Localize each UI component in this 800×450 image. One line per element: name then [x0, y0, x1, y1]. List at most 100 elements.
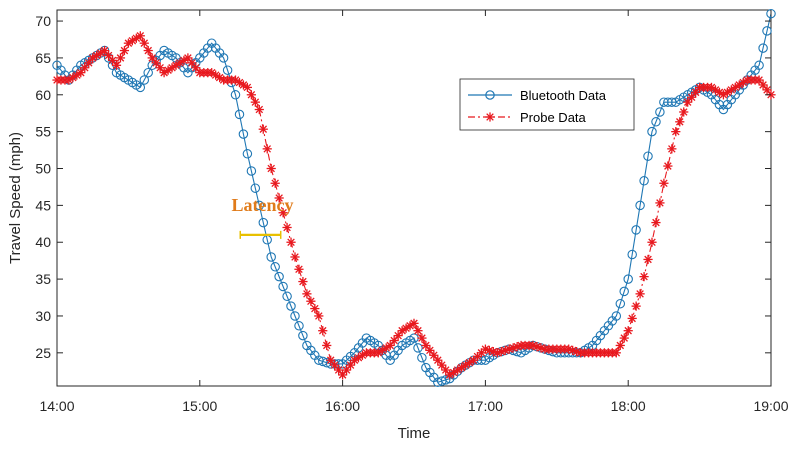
legend-probe-asterisk — [485, 112, 495, 122]
bluetooth-data-point — [417, 352, 427, 363]
y-tick-label: 65 — [35, 50, 51, 66]
x-tick-label: 14:00 — [39, 398, 74, 414]
bluetooth-data-point — [754, 60, 764, 71]
probe-data-point — [318, 326, 328, 336]
probe-data-point — [298, 276, 308, 287]
probe-data-point — [215, 72, 225, 83]
x-tick-label: 15:00 — [182, 398, 217, 414]
probe-data-point — [147, 53, 157, 63]
bluetooth-data-point — [270, 262, 280, 272]
bluetooth-data-point — [639, 176, 649, 186]
y-tick-label: 55 — [35, 124, 51, 140]
probe-data-point — [528, 340, 538, 351]
y-tick-label: 25 — [35, 345, 51, 361]
bluetooth-data-point — [631, 225, 641, 235]
latency-label: Latency — [231, 195, 293, 215]
probe-data-point — [151, 58, 161, 68]
bluetooth-data-point — [294, 321, 304, 331]
probe-data-point — [631, 301, 641, 311]
x-tick-label: 19:00 — [753, 398, 788, 414]
probe-data-point — [437, 360, 447, 370]
probe-data-point — [334, 365, 344, 375]
probe-data-point — [679, 107, 689, 117]
probe-data-point — [385, 340, 395, 351]
probe-data-point — [417, 333, 427, 343]
y-tick-label: 45 — [35, 197, 51, 213]
bluetooth-data-point — [611, 311, 622, 321]
probe-data-point — [611, 348, 621, 358]
probe-data-point — [187, 58, 197, 68]
probe-data-point — [258, 124, 268, 134]
probe-data-point — [322, 340, 332, 351]
y-tick-label: 40 — [35, 234, 51, 250]
probe-data-point — [294, 264, 304, 274]
bluetooth-data-point — [286, 301, 296, 311]
probe-data-point — [282, 222, 292, 233]
probe-data-point — [413, 326, 423, 336]
probe-data-point — [274, 193, 284, 203]
bluetooth-data-point — [766, 8, 776, 19]
probe-data-point — [254, 104, 264, 115]
bluetooth-data-point — [615, 298, 626, 309]
probe-data-point — [266, 163, 276, 174]
bluetooth-data-point — [143, 67, 153, 78]
probe-data-point — [421, 340, 431, 351]
bluetooth-data-point — [274, 271, 284, 282]
legend-box — [459, 78, 635, 131]
probe-data-point — [667, 144, 677, 154]
probe-data-point — [330, 360, 340, 370]
bluetooth-data-point — [258, 217, 269, 228]
probe-data-point — [683, 97, 693, 107]
y-tick-label: 60 — [35, 87, 51, 103]
probe-data-point — [441, 365, 451, 375]
probe-data-point — [433, 355, 443, 365]
probe-data-point — [100, 45, 110, 56]
y-tick-label: 50 — [35, 161, 51, 177]
probe-data-point — [286, 237, 296, 247]
bluetooth-data-point — [234, 109, 245, 120]
probe-data-point — [615, 340, 625, 351]
probe-data-point — [691, 87, 701, 97]
probe-data-point — [278, 208, 288, 218]
probe-data-point — [627, 313, 637, 324]
probe-data-point — [314, 311, 324, 321]
plot-area — [56, 9, 772, 387]
probe-data-point — [663, 161, 673, 171]
ticks-layer: 14:00 15:00 16:00 17:00 18:00 19:00 25 30 35 40 45… — [35, 10, 789, 414]
probe-data-point — [647, 237, 657, 247]
bluetooth-data-point — [246, 166, 257, 176]
probe-data-point — [107, 55, 118, 65]
legend-bluetooth-marker — [485, 90, 495, 100]
probe-data-point — [262, 144, 272, 154]
annotation-layer: Latency — [231, 195, 293, 239]
bluetooth-data-point — [655, 107, 665, 117]
bluetooth-data-point — [242, 149, 253, 159]
x-tick-label: 17:00 — [468, 398, 503, 414]
probe-data-point — [762, 85, 772, 95]
probe-data-point — [675, 117, 685, 127]
probe-data-point — [754, 75, 764, 85]
legend-probe-marker — [485, 112, 495, 122]
probe-data-point — [306, 296, 316, 306]
bluetooth-data-point — [643, 151, 653, 161]
probe-data-point — [290, 252, 300, 262]
probe-data-point — [639, 272, 649, 282]
bluetooth-data-point — [238, 129, 249, 139]
probe-data-point — [135, 31, 145, 41]
probe-data-point — [250, 97, 260, 107]
bluetooth-data-point — [627, 249, 637, 260]
probe-data-point — [341, 365, 352, 375]
probe-data-point — [191, 63, 201, 73]
probe-data-point — [425, 345, 435, 355]
probe-data-point — [242, 82, 252, 93]
y-tick-label: 70 — [35, 13, 51, 29]
probe-data-point — [619, 333, 629, 343]
y-tick-label: 35 — [35, 271, 51, 287]
probe-data-point — [345, 360, 356, 370]
x-tick-label: 18:00 — [611, 398, 646, 414]
bluetooth-data-point — [230, 90, 241, 100]
probe-data-point — [119, 45, 130, 56]
bluetooth-data-point — [222, 65, 233, 75]
probe-data-point — [155, 63, 165, 73]
